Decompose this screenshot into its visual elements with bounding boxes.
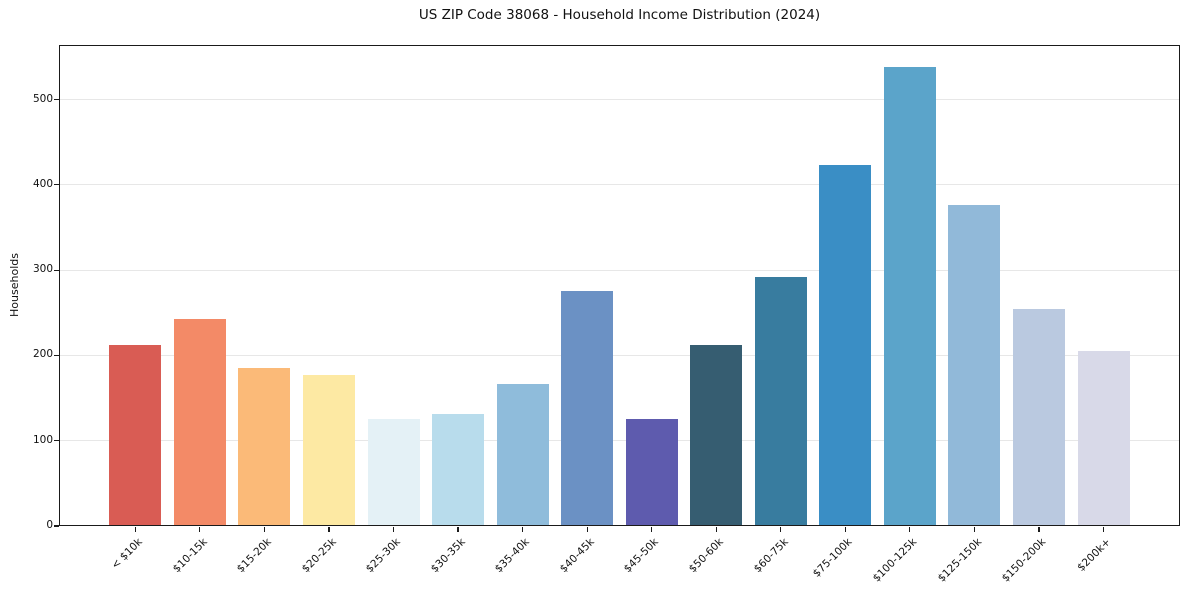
y-tick-label: 400 [32, 177, 53, 190]
gridline [59, 184, 1180, 186]
x-tick-label: $200k+ [1075, 536, 1114, 574]
y-tick-mark [54, 440, 59, 442]
x-tick-label: $30-35k [428, 536, 468, 576]
y-tick-label: 0 [46, 519, 53, 531]
y-tick-label: 100 [32, 433, 53, 446]
x-tick-mark [1102, 527, 1105, 532]
x-tick-mark [780, 527, 782, 532]
x-tick-mark [909, 527, 911, 532]
bar [690, 345, 743, 526]
bar [367, 419, 420, 526]
bar [109, 345, 162, 526]
x-tick-mark [715, 527, 717, 532]
x-tick-label: $150-200k [999, 536, 1049, 585]
x-tick-label: $100-125k [870, 536, 920, 585]
y-tick-mark [54, 269, 59, 271]
bar [819, 165, 872, 526]
bar [754, 276, 807, 526]
x-tick-label: $50-60k [686, 536, 726, 576]
bar [173, 318, 226, 526]
bar [561, 290, 614, 526]
x-tick-label: $35-40k [492, 536, 533, 576]
y-tick-mark [54, 354, 59, 357]
x-tick-label: $45-50k [622, 536, 662, 576]
x-tick-label: $25-30k [363, 536, 403, 576]
plot-area [59, 45, 1180, 526]
x-tick-label: $10-15k [170, 536, 210, 576]
x-tick-label: < $10k [109, 536, 145, 572]
bar [302, 375, 355, 526]
gridline [59, 269, 1180, 271]
y-tick-label: 200 [32, 348, 53, 361]
x-tick-mark [199, 527, 201, 532]
x-tick-label: $125-150k [935, 536, 984, 585]
bar [1077, 351, 1130, 526]
bar [1013, 309, 1065, 526]
x-tick-mark [522, 527, 524, 532]
y-tick-mark [54, 184, 59, 186]
x-tick-mark [844, 527, 846, 532]
bar [883, 67, 936, 526]
y-tick-mark [54, 525, 59, 527]
x-tick-mark [586, 527, 588, 532]
gridline [59, 354, 1180, 356]
bar [432, 414, 485, 526]
bar [238, 368, 291, 526]
x-tick-mark [1038, 527, 1040, 532]
gridline [59, 440, 1180, 442]
chart-title: US ZIP Code 38068 - Household Income Dis… [418, 7, 821, 23]
y-tick-label: 300 [32, 263, 53, 276]
x-tick-mark [457, 527, 459, 532]
x-tick-label: $15-20k [234, 536, 274, 576]
bar [625, 418, 678, 526]
y-tick-mark [54, 98, 59, 101]
x-tick-label: $60-75k [751, 536, 791, 576]
x-tick-label: $40-45k [557, 536, 597, 576]
bar [948, 205, 1001, 526]
x-tick-mark [134, 527, 136, 532]
x-tick-mark [973, 527, 976, 532]
bar [496, 383, 549, 526]
x-tick-mark [328, 527, 330, 532]
x-tick-mark [651, 527, 653, 532]
x-tick-mark [263, 527, 265, 532]
y-tick-label: 500 [32, 92, 53, 105]
gridline [59, 99, 1180, 101]
x-tick-label: $20-25k [299, 536, 339, 576]
x-tick-mark [392, 527, 395, 532]
x-tick-label: $75-100k [811, 536, 855, 580]
